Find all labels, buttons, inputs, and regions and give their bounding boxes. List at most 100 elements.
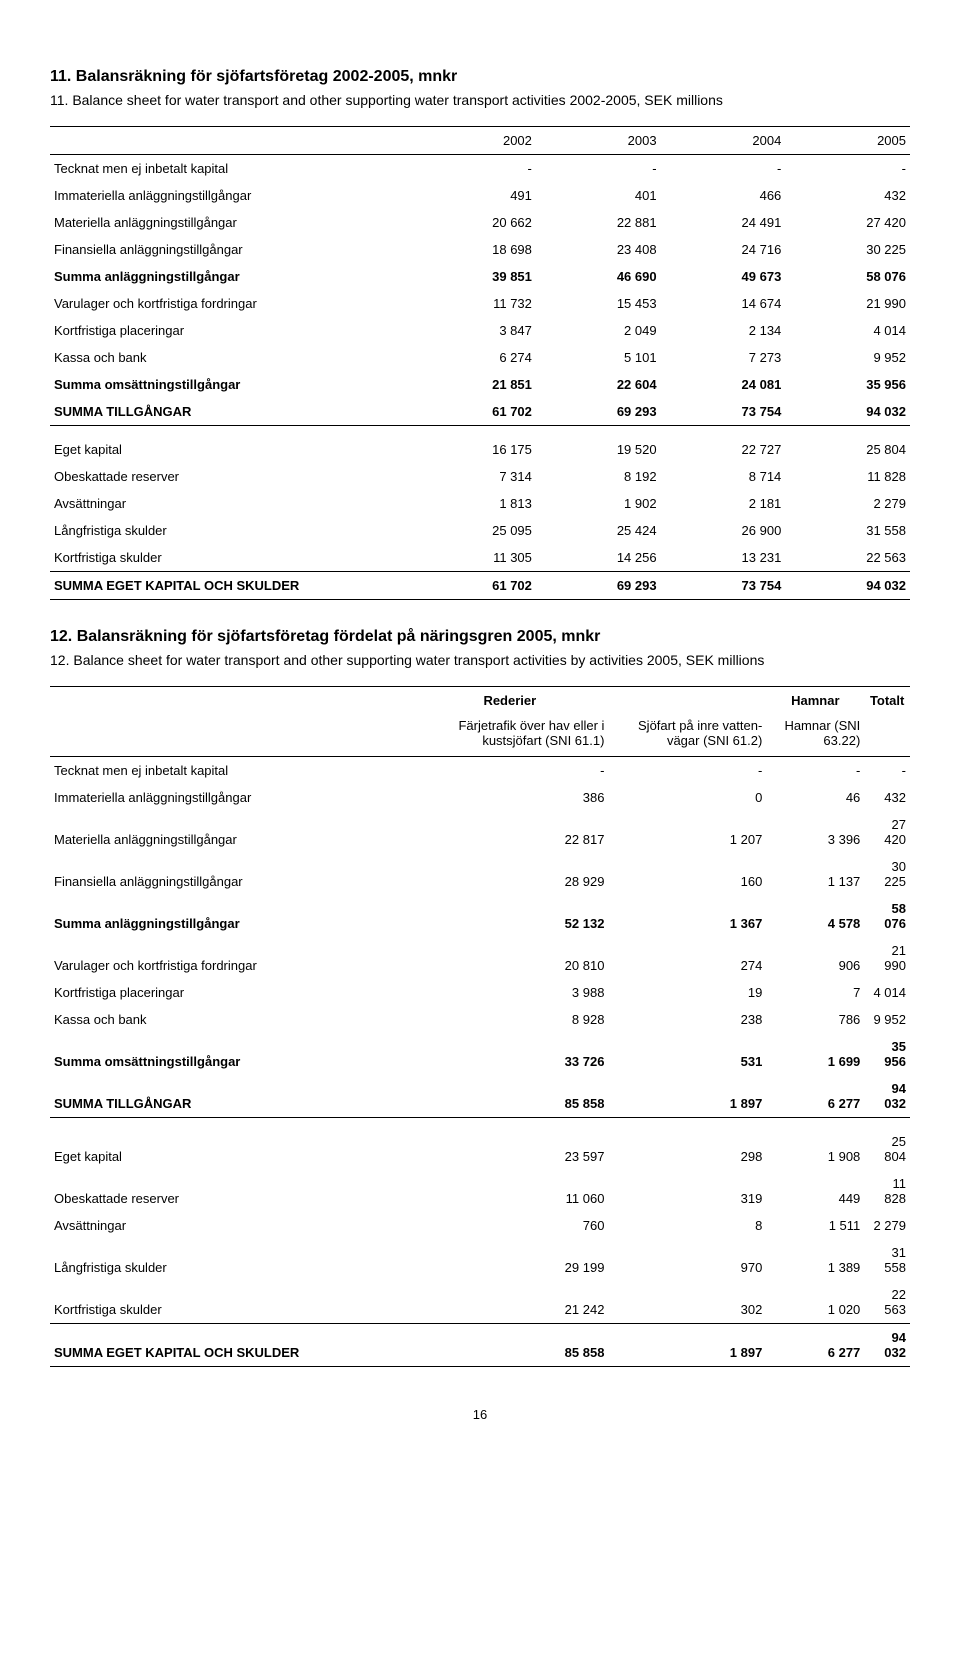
row-value: 6 277 <box>766 1324 864 1367</box>
row-value: 49 673 <box>661 263 786 290</box>
row-value: 1 137 <box>766 853 864 895</box>
row-value: 25 804 <box>785 426 910 464</box>
table-row: Materiella anläggningstillgångar20 66222… <box>50 209 910 236</box>
row-label: Immateriella anläggningstillgångar <box>50 182 411 209</box>
row-value: 1 908 <box>766 1118 864 1171</box>
row-value: 19 520 <box>536 426 661 464</box>
row-value: 4 578 <box>766 895 864 937</box>
row-value: 18 698 <box>411 236 536 263</box>
row-value: 33 726 <box>411 1033 608 1075</box>
row-value: 35 956 <box>785 371 910 398</box>
row-value: 302 <box>608 1281 766 1324</box>
row-label: Avsättningar <box>50 1212 411 1239</box>
row-label: Kortfristiga skulder <box>50 544 411 572</box>
table-row: SUMMA EGET KAPITAL OCH SKULDER85 8581 89… <box>50 1324 910 1367</box>
row-value: 319 <box>608 1170 766 1212</box>
table-row: Obeskattade reserver7 3148 1928 71411 82… <box>50 463 910 490</box>
header-blank <box>50 714 411 757</box>
row-value: 27 420 <box>864 811 910 853</box>
header-group: Totalt <box>864 687 910 715</box>
table-row: Materiella anläggningstillgångar22 8171 … <box>50 811 910 853</box>
row-value: 22 881 <box>536 209 661 236</box>
row-value: 73 754 <box>661 398 786 426</box>
header-year: 2002 <box>411 127 536 155</box>
row-label: SUMMA TILLGÅNGAR <box>50 398 411 426</box>
row-value: 760 <box>411 1212 608 1239</box>
row-value: 61 702 <box>411 398 536 426</box>
row-label: Varulager och kortfristiga fordringar <box>50 937 411 979</box>
row-value: 7 314 <box>411 463 536 490</box>
table-row: Summa omsättningstillgångar33 7265311 69… <box>50 1033 910 1075</box>
row-value: 9 952 <box>785 344 910 371</box>
row-value: 2 134 <box>661 317 786 344</box>
row-value: 1 902 <box>536 490 661 517</box>
row-value: 28 929 <box>411 853 608 895</box>
row-value: 11 732 <box>411 290 536 317</box>
row-value: 30 225 <box>785 236 910 263</box>
row-value: 11 828 <box>785 463 910 490</box>
row-value: 7 273 <box>661 344 786 371</box>
row-value: 61 702 <box>411 572 536 600</box>
table-row: Kassa och bank8 9282387869 952 <box>50 1006 910 1033</box>
row-value: 23 597 <box>411 1118 608 1171</box>
row-value: 22 604 <box>536 371 661 398</box>
row-value: - <box>608 757 766 785</box>
row-label: Tecknat men ej inbetalt kapital <box>50 155 411 183</box>
row-value: 69 293 <box>536 398 661 426</box>
row-label: Materiella anläggningstillgångar <box>50 811 411 853</box>
row-value: 8 928 <box>411 1006 608 1033</box>
table-11-header: 2002 2003 2004 2005 <box>50 127 910 155</box>
row-value: 22 563 <box>785 544 910 572</box>
table-row: Varulager och kortfristiga fordringar20 … <box>50 937 910 979</box>
row-label: Kortfristiga placeringar <box>50 317 411 344</box>
row-value: 298 <box>608 1118 766 1171</box>
row-value: 274 <box>608 937 766 979</box>
row-label: Summa anläggningstillgångar <box>50 263 411 290</box>
table-row: Finansiella anläggningstillgångar28 9291… <box>50 853 910 895</box>
row-value: 1 367 <box>608 895 766 937</box>
row-label: Summa omsättningstillgångar <box>50 371 411 398</box>
row-label: Eget kapital <box>50 1118 411 1171</box>
row-value: 0 <box>608 784 766 811</box>
row-value: 85 858 <box>411 1075 608 1118</box>
row-value: 1 207 <box>608 811 766 853</box>
row-label: Avsättningar <box>50 490 411 517</box>
table-row: Finansiella anläggningstillgångar18 6982… <box>50 236 910 263</box>
row-value: 24 716 <box>661 236 786 263</box>
row-value: 2 181 <box>661 490 786 517</box>
row-label: Eget kapital <box>50 426 411 464</box>
row-value: 14 256 <box>536 544 661 572</box>
row-value: 2 279 <box>864 1212 910 1239</box>
row-value: 8 714 <box>661 463 786 490</box>
row-value: 22 727 <box>661 426 786 464</box>
row-value: 19 <box>608 979 766 1006</box>
row-value: - <box>766 757 864 785</box>
table-row: Kortfristiga skulder21 2423021 02022 563 <box>50 1281 910 1324</box>
table-row: Summa anläggningstillgångar39 85146 6904… <box>50 263 910 290</box>
row-value: 23 408 <box>536 236 661 263</box>
row-value: 26 900 <box>661 517 786 544</box>
row-value: 491 <box>411 182 536 209</box>
row-value: - <box>661 155 786 183</box>
row-value: 1 389 <box>766 1239 864 1281</box>
row-value: 14 674 <box>661 290 786 317</box>
table-row: Varulager och kortfristiga fordringar11 … <box>50 290 910 317</box>
row-value: 160 <box>608 853 766 895</box>
table-12-group-header: Rederier Hamnar Totalt <box>50 687 910 715</box>
table-12: Rederier Hamnar Totalt Färjetrafik över … <box>50 686 910 1367</box>
header-sub: Sjöfart på inre vatten-vägar (SNI 61.2) <box>608 714 766 757</box>
table-row: Immateriella anläggningstillgångar491401… <box>50 182 910 209</box>
row-value: 39 851 <box>411 263 536 290</box>
table-row: Obeskattade reserver11 06031944911 828 <box>50 1170 910 1212</box>
row-value: 13 231 <box>661 544 786 572</box>
row-value: 27 420 <box>785 209 910 236</box>
table-row: Långfristiga skulder25 09525 42426 90031… <box>50 517 910 544</box>
row-value: 1 511 <box>766 1212 864 1239</box>
row-value: 25 095 <box>411 517 536 544</box>
row-value: 15 453 <box>536 290 661 317</box>
row-value: - <box>785 155 910 183</box>
row-value: - <box>411 155 536 183</box>
table-row: SUMMA TILLGÅNGAR61 70269 29373 75494 032 <box>50 398 910 426</box>
row-label: Obeskattade reserver <box>50 463 411 490</box>
row-label: Kassa och bank <box>50 1006 411 1033</box>
